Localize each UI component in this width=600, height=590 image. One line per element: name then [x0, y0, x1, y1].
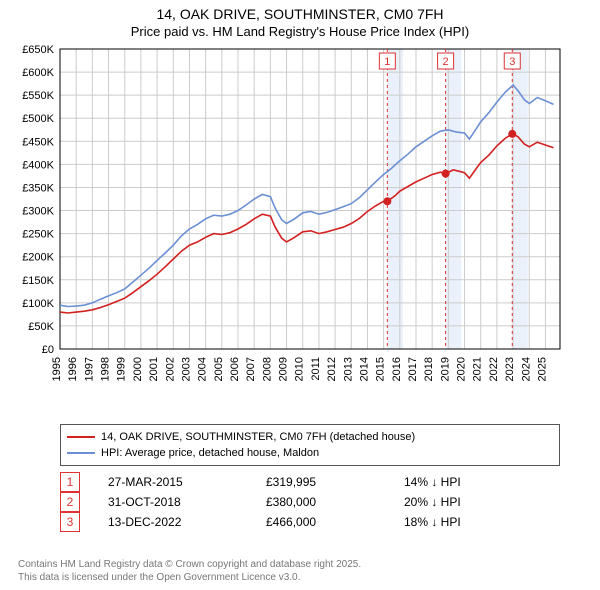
svg-text:£650K: £650K	[22, 44, 54, 56]
legend-swatch	[67, 436, 95, 438]
svg-text:2005: 2005	[213, 357, 225, 381]
legend-swatch	[67, 452, 95, 454]
svg-text:2018: 2018	[423, 357, 435, 381]
legend-row: HPI: Average price, detached house, Mald…	[67, 445, 553, 461]
svg-text:2021: 2021	[472, 357, 484, 381]
legend-label: 14, OAK DRIVE, SOUTHMINSTER, CM0 7FH (de…	[101, 429, 415, 445]
svg-text:2017: 2017	[407, 357, 419, 381]
svg-text:2008: 2008	[261, 357, 273, 381]
sale-delta: 18% ↓ HPI	[404, 512, 461, 532]
svg-text:£250K: £250K	[22, 229, 54, 241]
sale-delta: 14% ↓ HPI	[404, 472, 461, 492]
svg-text:£450K: £450K	[22, 136, 54, 148]
svg-text:£100K: £100K	[22, 298, 54, 310]
svg-text:2025: 2025	[536, 357, 548, 381]
svg-text:2012: 2012	[326, 357, 338, 381]
sale-price: £380,000	[266, 492, 376, 512]
price-chart: £0 £50K £100K £150K £200K £250K £300K £350K £400…	[0, 43, 600, 415]
sale-marker-box: 1	[60, 472, 80, 492]
svg-text:£350K: £350K	[22, 182, 54, 194]
svg-text:2016: 2016	[391, 357, 403, 381]
sale-marker-box: 2	[60, 492, 80, 512]
legend-label: HPI: Average price, detached house, Mald…	[101, 445, 319, 461]
svg-text:2001: 2001	[148, 357, 160, 381]
svg-text:2010: 2010	[294, 357, 306, 381]
svg-text:1998: 1998	[100, 357, 112, 381]
credits-line-2: This data is licensed under the Open Gov…	[18, 571, 361, 584]
svg-text:3: 3	[509, 56, 515, 68]
page-title: 14, OAK DRIVE, SOUTHMINSTER, CM0 7FH	[0, 0, 600, 22]
credits: Contains HM Land Registry data © Crown c…	[18, 558, 361, 584]
svg-text:2011: 2011	[310, 357, 322, 381]
svg-text:2020: 2020	[456, 357, 468, 381]
svg-text:2014: 2014	[358, 357, 370, 381]
svg-text:2013: 2013	[342, 357, 354, 381]
sale-date: 27-MAR-2015	[108, 472, 238, 492]
svg-text:£550K: £550K	[22, 90, 54, 102]
svg-text:2002: 2002	[164, 357, 176, 381]
svg-text:1996: 1996	[67, 357, 79, 381]
sale-date: 31-OCT-2018	[108, 492, 238, 512]
svg-text:£0: £0	[42, 344, 54, 356]
svg-text:2006: 2006	[229, 357, 241, 381]
svg-text:2009: 2009	[278, 357, 290, 381]
svg-text:£50K: £50K	[28, 321, 54, 333]
sale-price: £319,995	[266, 472, 376, 492]
legend-row: 14, OAK DRIVE, SOUTHMINSTER, CM0 7FH (de…	[67, 429, 553, 445]
svg-text:£300K: £300K	[22, 206, 54, 218]
sale-row: 1 27-MAR-2015 £319,995 14% ↓ HPI	[60, 472, 461, 492]
svg-text:1: 1	[384, 56, 390, 68]
svg-text:£600K: £600K	[22, 67, 54, 79]
sale-marker-box: 3	[60, 512, 80, 532]
svg-text:2024: 2024	[520, 357, 532, 381]
svg-text:2019: 2019	[439, 357, 451, 381]
sale-row: 2 31-OCT-2018 £380,000 20% ↓ HPI	[60, 492, 461, 512]
sale-row: 3 13-DEC-2022 £466,000 18% ↓ HPI	[60, 512, 461, 532]
svg-text:£150K: £150K	[22, 275, 54, 287]
legend: 14, OAK DRIVE, SOUTHMINSTER, CM0 7FH (de…	[60, 424, 560, 466]
svg-text:£200K: £200K	[22, 252, 54, 264]
page-subtitle: Price paid vs. HM Land Registry's House …	[0, 22, 600, 43]
svg-text:1995: 1995	[51, 357, 63, 381]
svg-text:2: 2	[443, 56, 449, 68]
svg-text:2004: 2004	[197, 357, 209, 381]
svg-text:£500K: £500K	[22, 113, 54, 125]
svg-text:2023: 2023	[504, 357, 516, 381]
svg-text:2003: 2003	[180, 357, 192, 381]
sale-price: £466,000	[266, 512, 376, 532]
svg-text:1997: 1997	[83, 357, 95, 381]
sale-date: 13-DEC-2022	[108, 512, 238, 532]
credits-line-1: Contains HM Land Registry data © Crown c…	[18, 558, 361, 571]
sales-table: 1 27-MAR-2015 £319,995 14% ↓ HPI 2 31-OCT-201…	[60, 472, 461, 532]
svg-text:2007: 2007	[245, 357, 257, 381]
svg-text:1999: 1999	[116, 357, 128, 381]
svg-text:2000: 2000	[132, 357, 144, 381]
sale-delta: 20% ↓ HPI	[404, 492, 461, 512]
svg-text:£400K: £400K	[22, 159, 54, 171]
svg-text:2022: 2022	[488, 357, 500, 381]
svg-text:2015: 2015	[375, 357, 387, 381]
